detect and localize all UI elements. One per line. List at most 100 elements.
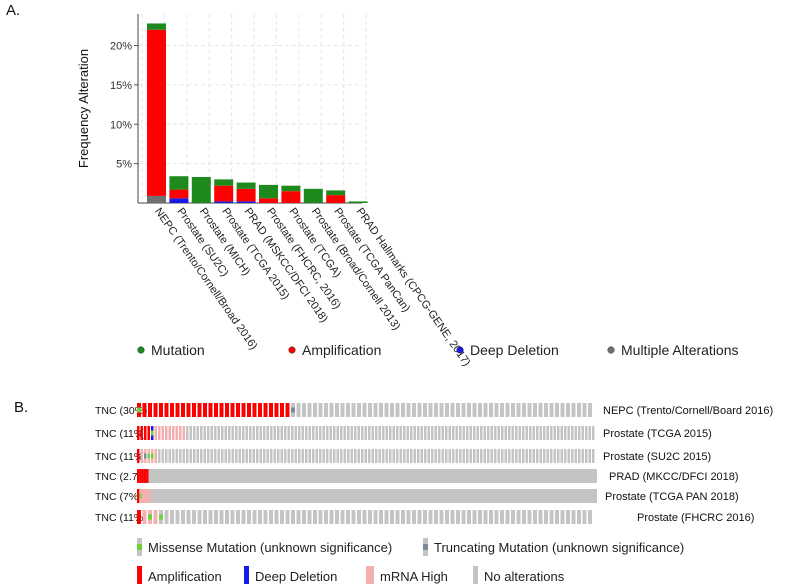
cell-no-alteration (302, 403, 306, 417)
cell-no-alteration (406, 403, 411, 417)
cell-no-alteration (401, 510, 405, 524)
cell-no-alteration (168, 449, 171, 463)
cell-amplification (146, 469, 149, 483)
cell-missense-mutation (151, 430, 154, 436)
cell-no-alteration (476, 449, 479, 463)
cell-no-alteration (294, 426, 297, 440)
cell-no-alteration (235, 426, 238, 440)
study-label: Prostate (TCGA PAN 2018) (605, 491, 739, 503)
gene-row-label: TNC (2.7%) (95, 471, 150, 483)
bar-deep-deletion-5 (236, 201, 256, 203)
cell-no-alteration (319, 449, 322, 463)
cell-no-alteration (165, 449, 168, 463)
oncoprint-row: TNC (11%) Prostate (FHCRC 2016) (95, 510, 754, 524)
cell-no-alteration (511, 426, 514, 440)
cell-no-alteration (301, 426, 304, 440)
cell-no-alteration (582, 403, 587, 417)
cell-amplification (137, 426, 140, 440)
cell-no-alteration (564, 449, 567, 463)
cell-no-alteration (318, 510, 323, 524)
cell-no-alteration (347, 449, 350, 463)
y-tick-label: 15% (110, 80, 132, 92)
cell-no-alteration (560, 403, 565, 417)
cell-missense-mutation (159, 514, 163, 520)
cell-no-alteration (445, 403, 449, 417)
legend-missense-mark (137, 544, 142, 550)
cell-no-alteration (560, 449, 563, 463)
cell-amplification (137, 469, 140, 483)
cell-no-alteration (329, 426, 332, 440)
cell-amplification (214, 403, 218, 417)
cell-no-alteration (500, 403, 504, 417)
cell-no-alteration (452, 449, 455, 463)
legend-dot-mutation (137, 346, 145, 354)
bar-amplification-9 (326, 195, 346, 203)
cell-no-alteration (340, 449, 343, 463)
bar-multiple-1 (147, 195, 166, 203)
cell-no-alteration (567, 449, 570, 463)
cell-no-alteration (186, 449, 189, 463)
cell-no-alteration (483, 449, 486, 463)
cell-no-alteration (571, 449, 574, 463)
track-no-alteration (137, 469, 597, 483)
cell-no-alteration (203, 510, 207, 524)
cell-no-alteration (525, 449, 528, 463)
cell-amplification (274, 403, 279, 417)
legend-no-alterations-label: No alterations (484, 569, 565, 584)
cell-no-alteration (574, 449, 577, 463)
cell-no-alteration (305, 426, 308, 440)
cell-no-alteration (538, 510, 543, 524)
y-tick-label: 5% (116, 159, 132, 171)
cell-no-alteration (431, 449, 434, 463)
cell-no-alteration (343, 449, 346, 463)
oncoprint-row: TNC (11%) Prostate (TCGA 2015) (95, 426, 712, 440)
cell-no-alteration (571, 403, 576, 417)
cell-no-alteration (417, 510, 422, 524)
cell-no-alteration (525, 426, 528, 440)
cell-no-alteration (434, 449, 437, 463)
cell-no-alteration (357, 449, 360, 463)
cell-no-alteration (427, 449, 430, 463)
study-label: PRAD (MKCC/DFCI 2018) (609, 471, 739, 483)
cell-no-alteration (448, 426, 451, 440)
bar-amplification-6 (259, 198, 278, 203)
cell-no-alteration (508, 426, 511, 440)
study-label: Prostate (SU2C 2015) (603, 451, 711, 463)
legend-label-amplification: Amplification (302, 342, 381, 358)
cell-no-alteration (385, 426, 388, 440)
cell-amplification (153, 403, 158, 417)
legend-mrna-high-label: mRNA High (380, 569, 448, 584)
cell-no-alteration (164, 510, 169, 524)
cell-no-alteration (445, 510, 449, 524)
bar-mutation-4 (214, 179, 234, 186)
cell-no-alteration (553, 449, 556, 463)
cell-amplification (203, 403, 207, 417)
cell-no-alteration (179, 449, 182, 463)
cell-mrna-high (175, 426, 178, 440)
cell-no-alteration (546, 449, 549, 463)
gene-row-label: TNC (11%) (95, 451, 147, 463)
cell-no-alteration (487, 426, 490, 440)
cell-no-alteration (263, 426, 266, 440)
cell-no-alteration (368, 510, 372, 524)
cell-no-alteration (277, 449, 280, 463)
cell-no-alteration (284, 426, 287, 440)
cell-no-alteration (379, 403, 383, 417)
cell-no-alteration (231, 449, 234, 463)
cell-amplification (159, 403, 163, 417)
cell-no-alteration (301, 449, 304, 463)
cell-no-alteration (511, 403, 515, 417)
y-tick-label: 20% (110, 41, 132, 53)
cell-amplification (241, 403, 246, 417)
cell-amplification (236, 403, 240, 417)
cell-no-alteration (441, 426, 444, 440)
cell-no-alteration (557, 426, 560, 440)
cell-no-alteration (259, 449, 262, 463)
cell-no-alteration (501, 449, 504, 463)
cell-no-alteration (516, 403, 521, 417)
cell-no-alteration (336, 426, 339, 440)
cell-no-alteration (192, 510, 196, 524)
panel-a-label: A. (6, 2, 21, 19)
cell-no-alteration (536, 426, 539, 440)
cell-no-alteration (543, 426, 546, 440)
